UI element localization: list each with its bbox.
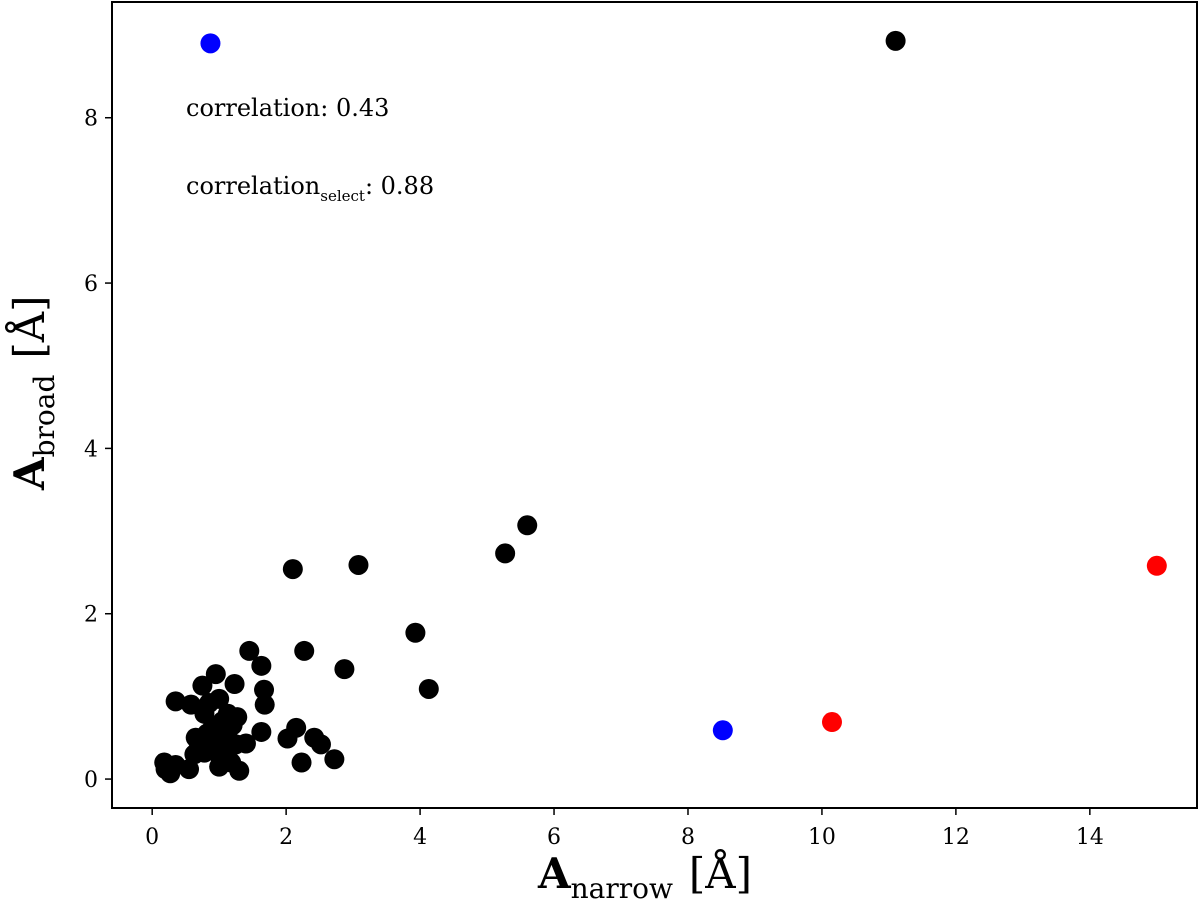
y-axis-label-main: A — [5, 456, 54, 491]
data-point — [229, 760, 250, 781]
data-point — [294, 640, 315, 661]
data-points — [154, 30, 1167, 784]
data-point — [200, 33, 221, 54]
data-point — [239, 640, 260, 661]
data-point — [348, 554, 369, 575]
data-point — [291, 752, 312, 773]
data-point — [251, 655, 272, 676]
x-axis-ticks: 0 2 4 6 8 10 12 14 — [145, 808, 1104, 850]
correlation-select-value: : 0.88 — [365, 172, 434, 200]
data-point — [224, 674, 245, 694]
data-point — [251, 721, 272, 742]
data-point — [254, 694, 275, 715]
data-point — [1146, 555, 1167, 576]
y-axis-label-sub: broad — [28, 375, 61, 458]
data-point — [334, 659, 355, 680]
data-point — [821, 712, 842, 733]
y-axis-ticks: 0 2 4 6 8 — [84, 107, 112, 793]
x-tick-label: 4 — [413, 825, 427, 850]
correlation-select-annotation: correlationselect: 0.88 — [186, 172, 434, 205]
data-point — [203, 730, 224, 751]
data-point — [324, 749, 345, 770]
correlation-select-subscript: select — [320, 187, 365, 205]
y-axis-label: Abroad [Å] — [4, 296, 61, 492]
correlation-annotation: correlation: 0.43 — [186, 94, 389, 122]
x-tick-label: 0 — [145, 825, 159, 850]
data-point — [282, 559, 303, 580]
data-point — [209, 756, 230, 777]
data-point — [517, 515, 538, 536]
data-point — [405, 622, 426, 643]
x-axis-label: Anarrow [Å] — [537, 848, 752, 905]
x-tick-label: 12 — [942, 825, 970, 850]
y-tick-label: 0 — [84, 768, 98, 793]
y-tick-label: 8 — [84, 107, 98, 132]
data-point — [254, 679, 275, 700]
x-tick-label: 10 — [808, 825, 836, 850]
y-tick-label: 4 — [84, 437, 98, 462]
x-tick-label: 8 — [681, 825, 695, 850]
data-point — [495, 543, 516, 564]
x-tick-label: 6 — [547, 825, 561, 850]
data-point — [192, 675, 213, 696]
x-axis-label-unit: [Å] — [689, 848, 752, 898]
y-tick-label: 2 — [84, 603, 98, 628]
data-point — [310, 734, 331, 755]
data-point — [165, 691, 186, 712]
data-point — [154, 752, 175, 773]
data-point — [205, 664, 226, 685]
y-tick-label: 6 — [84, 272, 98, 297]
data-point — [418, 678, 439, 699]
data-point — [277, 728, 298, 749]
y-axis-label-unit: [Å] — [4, 296, 54, 359]
correlation-select-main: correlation — [186, 172, 320, 200]
x-tick-label: 14 — [1076, 825, 1104, 850]
x-axis-label-main: A — [537, 849, 572, 898]
data-point — [885, 30, 906, 51]
x-axis-label-sub: narrow — [571, 872, 673, 905]
x-tick-label: 2 — [279, 825, 293, 850]
plot-frame — [111, 1, 1198, 809]
data-point — [217, 741, 238, 762]
data-point — [712, 720, 733, 741]
